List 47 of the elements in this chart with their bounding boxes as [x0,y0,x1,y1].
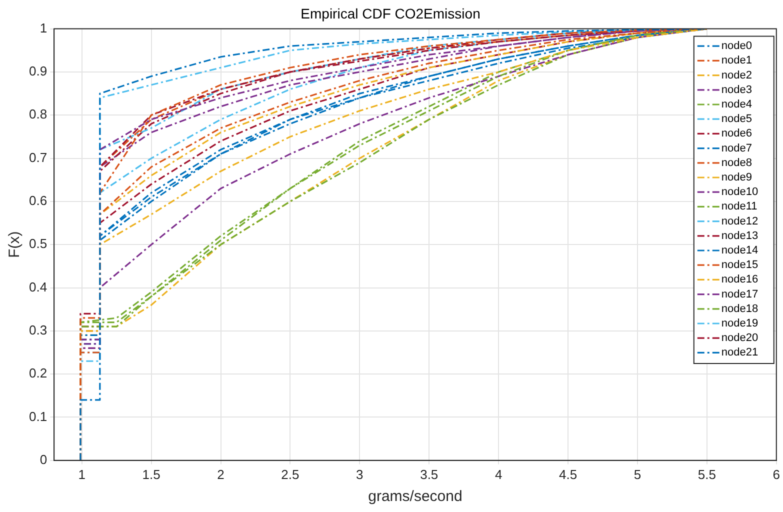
legend-label: node13 [721,230,758,242]
legend-label: node20 [721,332,758,344]
x-tick-label: 5.5 [698,466,716,482]
x-tick-label: 1.5 [142,466,160,482]
legend-label: node9 [721,172,752,184]
y-tick-label: 0.9 [28,64,48,79]
legend-label: node11 [721,200,758,213]
legend-label: node0 [721,40,752,52]
legend-label: node19 [721,318,758,330]
y-tick-label: 0.4 [28,279,48,294]
y-tick-label: 1 [40,20,48,36]
x-tick-label: 5 [634,466,642,482]
legend-label: node3 [721,84,752,96]
x-axis-title: grams/second [368,488,462,506]
legend-label: node4 [721,98,752,111]
legend-label: node12 [721,215,758,228]
y-tick-label: 0 [40,452,48,467]
x-tick-label: 2.5 [281,466,300,482]
x-tick-label: 4 [494,466,502,482]
chart-title: Empirical CDF CO2Emission [300,5,480,22]
legend-label: node14 [721,244,758,257]
x-tick-label: 3 [356,466,364,482]
y-tick-label: 0.5 [28,236,48,252]
legend-label: node1 [721,54,752,67]
y-tick-label: 0.2 [28,366,48,381]
legend-label: node21 [721,346,758,359]
legend-label: node7 [721,142,752,154]
x-tick-label: 4.5 [558,466,578,482]
legend-label: node6 [721,128,752,140]
y-axis-title: F(x) [6,231,24,258]
legend-label: node17 [721,288,758,300]
legend-label: node18 [721,302,758,315]
y-tick-label: 0.3 [28,322,48,338]
legend-label: node8 [721,156,752,169]
y-tick-label: 0.6 [28,193,48,208]
y-tick-label: 0.1 [28,408,48,424]
x-tick-label: 3.5 [420,466,438,482]
legend-label: node5 [721,113,752,126]
legend-label: node16 [721,274,758,286]
legend-label: node2 [721,69,752,82]
x-tick-label: 1 [78,466,86,482]
x-tick-label: 6 [772,466,780,482]
y-tick-label: 0.7 [28,150,48,165]
y-tick-label: 0.8 [28,106,48,122]
x-tick-label: 2 [217,466,224,482]
legend-label: node15 [721,259,758,272]
legend-label: node10 [721,186,758,198]
